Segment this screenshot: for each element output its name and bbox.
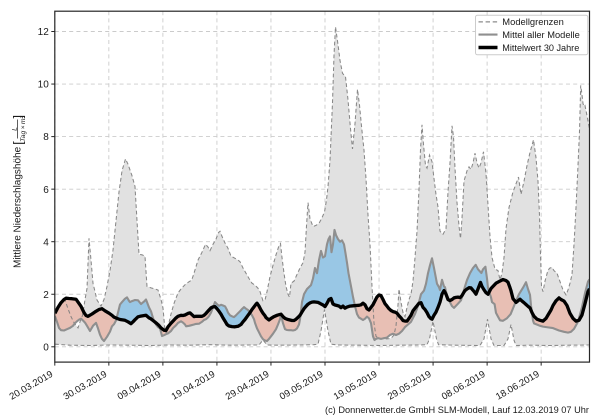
svg-text:4: 4 (43, 237, 49, 248)
svg-text:[: [ (11, 141, 25, 145)
svg-text:L: L (11, 127, 18, 131)
svg-text:Tag × m²: Tag × m² (20, 115, 27, 141)
svg-text:6: 6 (43, 185, 49, 196)
svg-text:]: ] (11, 115, 25, 118)
svg-text:0: 0 (43, 342, 49, 353)
svg-text:2: 2 (43, 290, 49, 301)
svg-text:Mittelwert 30 Jahre: Mittelwert 30 Jahre (502, 43, 579, 54)
svg-text:8: 8 (43, 132, 49, 143)
svg-text:(c) Donnerwetter.de GmbH SLM-M: (c) Donnerwetter.de GmbH SLM-Modell, Lau… (325, 405, 589, 415)
svg-text:Mittel aller Modelle: Mittel aller Modelle (502, 30, 580, 41)
svg-text:12: 12 (38, 27, 50, 38)
svg-text:Mittlere Niederschlagshöhe: Mittlere Niederschlagshöhe (13, 146, 24, 268)
svg-text:10: 10 (38, 80, 50, 91)
svg-text:Modellgrenzen: Modellgrenzen (502, 17, 564, 28)
